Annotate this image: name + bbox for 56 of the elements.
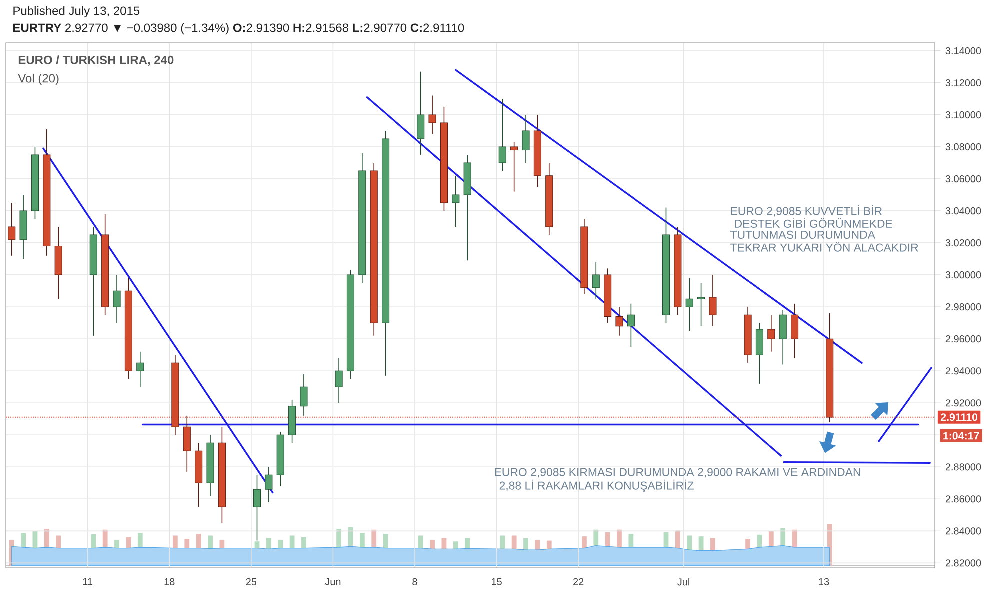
candlestick	[616, 306, 624, 336]
text: Published July 13, 2015	[14, 6, 140, 18]
annotation: 2,88 Lİ RAKAMLARI KONUŞABİLİRİZ	[500, 480, 694, 492]
x-tick-label: Jul	[678, 578, 690, 586]
y-tick-label: 3.02000	[946, 240, 982, 247]
candlestick	[265, 466, 273, 503]
ref-line-label: 2.91110	[940, 414, 978, 422]
y-tick-label: 2.88000	[946, 464, 982, 471]
y-tick-label: 3.08000	[946, 143, 982, 151]
x-tick-label: 22	[574, 578, 584, 586]
text: 1:04:17	[944, 432, 980, 440]
candlestick	[768, 314, 776, 352]
x-tick-label: 11	[83, 578, 93, 586]
candlestick	[522, 114, 530, 164]
candlestick	[498, 98, 506, 172]
y-tick-label: 3.06000	[946, 176, 982, 183]
y-tick-label: 2.98000	[946, 304, 982, 311]
x-tick-label: 25	[246, 578, 257, 586]
candlestick	[300, 374, 308, 416]
candlestick	[709, 274, 717, 327]
x-tick-label: 13	[819, 578, 830, 586]
annotation: TUTUNMASI DURUMUNDA	[730, 230, 876, 240]
annotation: TEKRAR YUKARI YÖN ALACAKDIR	[730, 242, 918, 252]
candlestick	[686, 278, 694, 332]
x-tick-label: 18	[164, 578, 175, 586]
candlestick	[627, 303, 635, 348]
y-tick-label: 2.94000	[946, 368, 982, 375]
candlestick	[253, 474, 262, 542]
candlestick	[113, 274, 121, 324]
y-tick-label: 3.00000	[946, 272, 982, 279]
y-tick-label: 2.86000	[946, 496, 982, 503]
y-tick-label: 2.84000	[946, 528, 982, 535]
y-tick-label: 3.12000	[946, 79, 982, 87]
annotation: EURO 2,9085 KUVVETLİ BİR	[731, 205, 882, 217]
candlestick	[335, 358, 343, 404]
candlestick	[592, 262, 600, 300]
y-tick-label: 2.92000	[946, 400, 982, 407]
annotation: DESTEK GİBİ GÖRÜNMEKDE	[735, 218, 892, 228]
candlestick	[452, 175, 460, 228]
annotation: EURO 2,9085 KIRMASI DURUMUNDA 2,9000 RAKAMI VE ARDINDAN	[495, 468, 860, 478]
candlestick	[510, 142, 518, 192]
candlestick	[8, 202, 16, 256]
x-tick-label: 15	[492, 578, 502, 586]
text: EURTRY 2.92770 ▼ −0.03980 (−1.34%) O:2.91390 H:2.91568 L:2.90770 C:2.91110	[14, 23, 464, 35]
y-tick-label: 3.14000	[946, 47, 982, 55]
y-tick-label: 2.96000	[946, 336, 982, 343]
candlestick	[136, 352, 144, 388]
text: EURO / TURKISH LIRA, 240	[18, 56, 174, 66]
text: Vol (20)	[18, 74, 59, 86]
y-tick-label: 2.82000	[946, 560, 982, 567]
y-tick-label: 3.10000	[946, 111, 982, 119]
candlestick	[698, 282, 706, 327]
x-tick-label: 8	[412, 578, 418, 586]
candlestick	[428, 95, 436, 135]
y-tick-label: 3.04000	[946, 208, 982, 215]
x-tick-label: Jun	[325, 578, 341, 586]
